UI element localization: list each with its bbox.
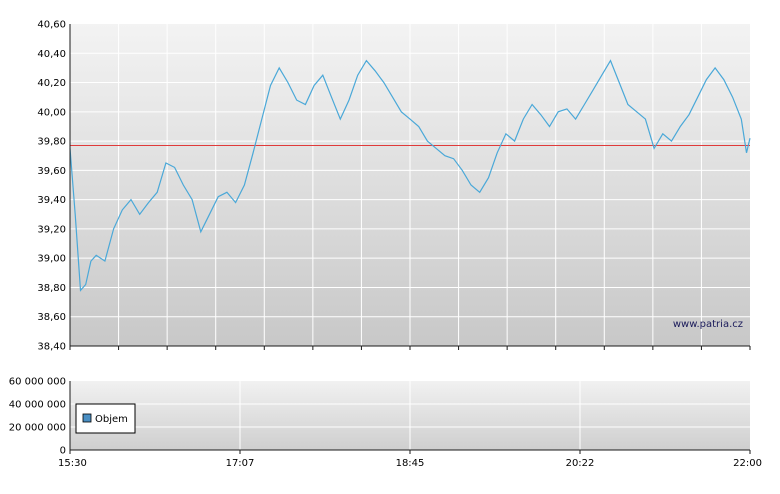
price-x-axis-ticks — [69, 346, 751, 350]
price-y-axis: 40,60 40,40 40,20 40,00 39,80 39,60 39,40 39,20… — [37, 20, 66, 353]
price-y-tick-label: 40,60 — [37, 20, 66, 31]
volume-x-tick-label: 18:45 — [396, 458, 425, 469]
volume-x-tick-label: 17:07 — [226, 458, 255, 469]
price-y-tick-label: 39,60 — [37, 166, 66, 177]
volume-x-tick-label: 22:00 — [733, 458, 762, 469]
volume-x-tick-label: 15:30 — [58, 458, 87, 469]
volume-legend: Objem — [75, 403, 136, 434]
legend-label: Objem — [95, 414, 128, 425]
price-y-tick-label: 39,00 — [37, 254, 66, 265]
price-y-tick-label: 38,60 — [37, 312, 66, 323]
price-series-line — [69, 59, 751, 292]
price-y-tick-label: 38,40 — [37, 342, 66, 353]
price-y-tick-label: 40,20 — [37, 78, 66, 89]
volume-y-axis: 60 000 000 40 000 000 20 000 000 0 — [9, 377, 66, 457]
price-y-tick-label: 38,80 — [37, 283, 66, 294]
legend-swatch — [82, 413, 92, 423]
volume-x-axis: 15:30 17:07 18:45 20:22 22:00 — [58, 450, 762, 469]
price-y-tick-label: 39,40 — [37, 195, 66, 206]
watermark: www.patria.cz — [673, 319, 743, 330]
volume-grid — [70, 381, 750, 450]
price-y-tick-label: 40,00 — [37, 107, 66, 118]
volume-y-tick-label: 20 000 000 — [9, 423, 66, 434]
volume-y-tick-label: 0 — [60, 446, 66, 457]
price-y-tick-label: 40,40 — [37, 49, 66, 60]
volume-y-tick-label: 60 000 000 — [9, 377, 66, 388]
price-y-tick-label: 39,20 — [37, 224, 66, 235]
price-grid — [70, 24, 750, 346]
volume-x-tick-label: 20:22 — [566, 458, 595, 469]
volume-y-tick-label: 40 000 000 — [9, 400, 66, 411]
price-y-tick-label: 39,80 — [37, 137, 66, 148]
